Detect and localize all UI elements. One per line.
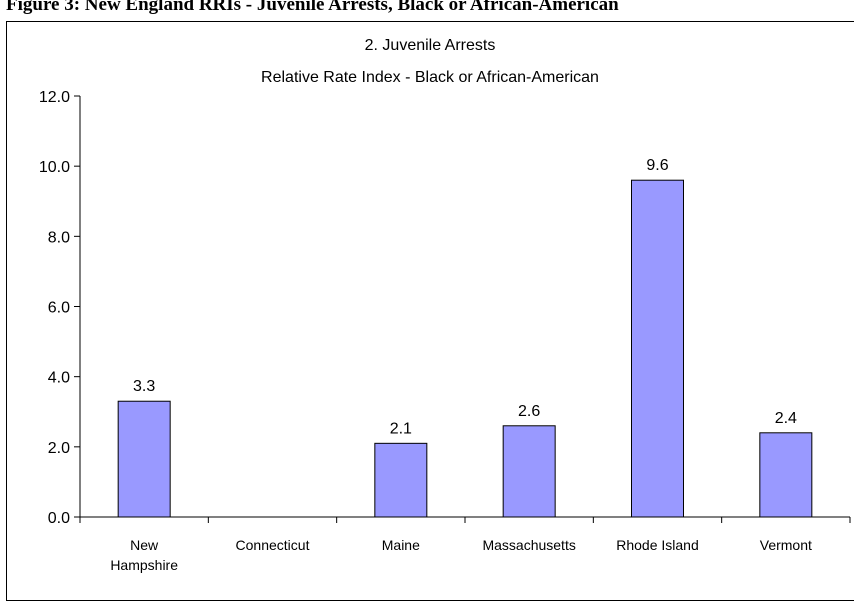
bar — [759, 432, 813, 518]
plot-area: 0.0 2.0 4.0 6.0 8.0 10.0 12.0 3.3 New Hampshire Co… — [39, 89, 851, 573]
bar — [502, 425, 556, 518]
chart-subtitle: Relative Rate Index - Black or African-A… — [261, 69, 599, 86]
y-tick-label: 4.0 — [48, 370, 70, 387]
x-tick-label: New Hampshire — [110, 537, 178, 573]
data-label: 9.6 — [646, 157, 668, 174]
x-tick-label: Connecticut — [236, 537, 310, 553]
x-tick-label: Massachusetts — [482, 537, 575, 553]
data-label: 3.3 — [133, 378, 155, 395]
bar — [374, 442, 428, 518]
bar — [117, 400, 171, 518]
figure-caption: Figure 3: New England RRIs - Juvenile Ar… — [6, 0, 619, 15]
data-label: 2.6 — [518, 403, 540, 420]
y-tick-label: 8.0 — [48, 229, 70, 246]
y-tick-label: 12.0 — [39, 89, 70, 106]
x-tick-label: Rhode Island — [616, 537, 699, 553]
bar-chart: 2. Juvenile Arrests Relative Rate Index … — [39, 37, 851, 573]
data-label: 2.1 — [390, 420, 412, 437]
chart-title: 2. Juvenile Arrests — [365, 37, 496, 54]
y-tick-label: 0.0 — [48, 510, 70, 527]
y-tick-label: 2.0 — [48, 440, 70, 457]
bar — [631, 179, 684, 518]
y-tick-label: 10.0 — [39, 159, 70, 176]
y-tick-label: 6.0 — [48, 300, 70, 317]
x-tick-label: Maine — [382, 537, 420, 553]
x-tick-label: Vermont — [760, 537, 812, 553]
data-label: 2.4 — [775, 410, 797, 427]
